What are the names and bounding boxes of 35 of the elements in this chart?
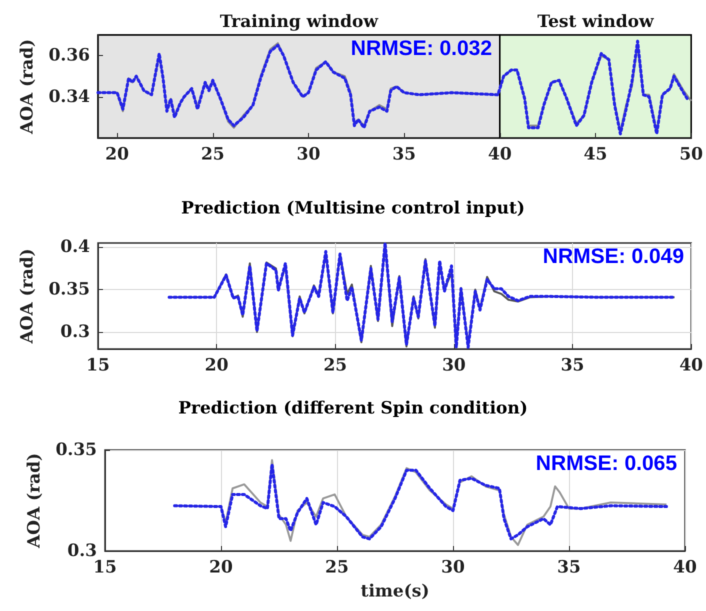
y-tick-label: 0.35: [48, 280, 90, 300]
x-axis-title: time(s): [360, 582, 430, 602]
x-tick-label: 25: [200, 144, 225, 164]
chart-title: Prediction (Multisine control input): [181, 198, 525, 218]
x-tick-label: 50: [679, 144, 704, 164]
y-axis-title: AOA (rad): [18, 38, 38, 136]
x-tick-label: 20: [204, 356, 229, 376]
y-tick-label: 0.34: [48, 86, 90, 107]
annotation: NRMSE: 0.032: [350, 37, 492, 60]
x-tick-label: 40: [488, 144, 512, 164]
chart-title: Prediction (different Spin condition): [178, 398, 528, 418]
x-tick-label: 30: [296, 144, 320, 164]
annotation: NRMSE: 0.049: [542, 245, 684, 268]
x-tick-label: 30: [441, 558, 465, 578]
x-tick-label: 20: [209, 558, 233, 578]
x-tick-label: 20: [105, 144, 130, 164]
y-tick-label: 0.4: [60, 237, 90, 258]
annotation: NRMSE: 0.065: [536, 452, 678, 475]
x-tick-label: 40: [679, 356, 704, 376]
x-tick-label: 35: [392, 144, 416, 164]
x-tick-label: 35: [557, 558, 581, 578]
band-label: Test window: [537, 12, 654, 32]
x-tick-label: 40: [673, 558, 697, 578]
x-tick-label: 30: [442, 356, 466, 376]
x-tick-label: 25: [323, 356, 348, 376]
x-tick-label: 35: [560, 356, 584, 376]
y-tick-label: 0.3: [60, 322, 90, 342]
y-tick-label: 0.36: [48, 46, 90, 66]
x-tick-label: 15: [86, 356, 110, 376]
y-tick-label: 0.35: [56, 440, 97, 460]
band-label: Training window: [220, 12, 378, 32]
y-axis-title: AOA (rad): [18, 248, 38, 345]
x-tick-label: 25: [325, 558, 349, 578]
y-axis-title: AOA (rad): [24, 452, 44, 550]
x-tick-label: 45: [584, 144, 608, 164]
